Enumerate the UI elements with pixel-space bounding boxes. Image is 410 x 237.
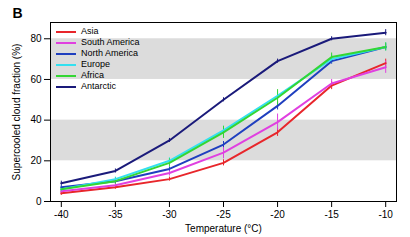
svg-text:-30: -30: [162, 209, 177, 220]
svg-text:Supercooled cloud fraction (%): Supercooled cloud fraction (%): [11, 44, 22, 181]
svg-text:-35: -35: [108, 209, 123, 220]
svg-text:60: 60: [30, 74, 42, 85]
svg-text:40: 40: [30, 114, 42, 125]
svg-text:B: B: [13, 5, 23, 21]
html-text:North America: North America: [81, 48, 138, 58]
svg-text:-20: -20: [270, 209, 285, 220]
html-text:South America: South America: [81, 37, 140, 47]
svg-text:Temperature (°C): Temperature (°C): [185, 223, 262, 234]
svg-text:-15: -15: [324, 209, 339, 220]
svg-text:0: 0: [36, 196, 42, 207]
svg-text:80: 80: [30, 33, 42, 44]
svg-text:-25: -25: [216, 209, 231, 220]
svg-text:20: 20: [30, 155, 42, 166]
html-text:Asia: Asia: [81, 26, 99, 36]
svg-text:-40: -40: [54, 209, 69, 220]
html-text:Antarctic: Antarctic: [81, 81, 116, 91]
html-text:Africa: Africa: [81, 70, 104, 80]
html-text:Europe: Europe: [81, 59, 110, 69]
svg-text:-10: -10: [378, 209, 393, 220]
